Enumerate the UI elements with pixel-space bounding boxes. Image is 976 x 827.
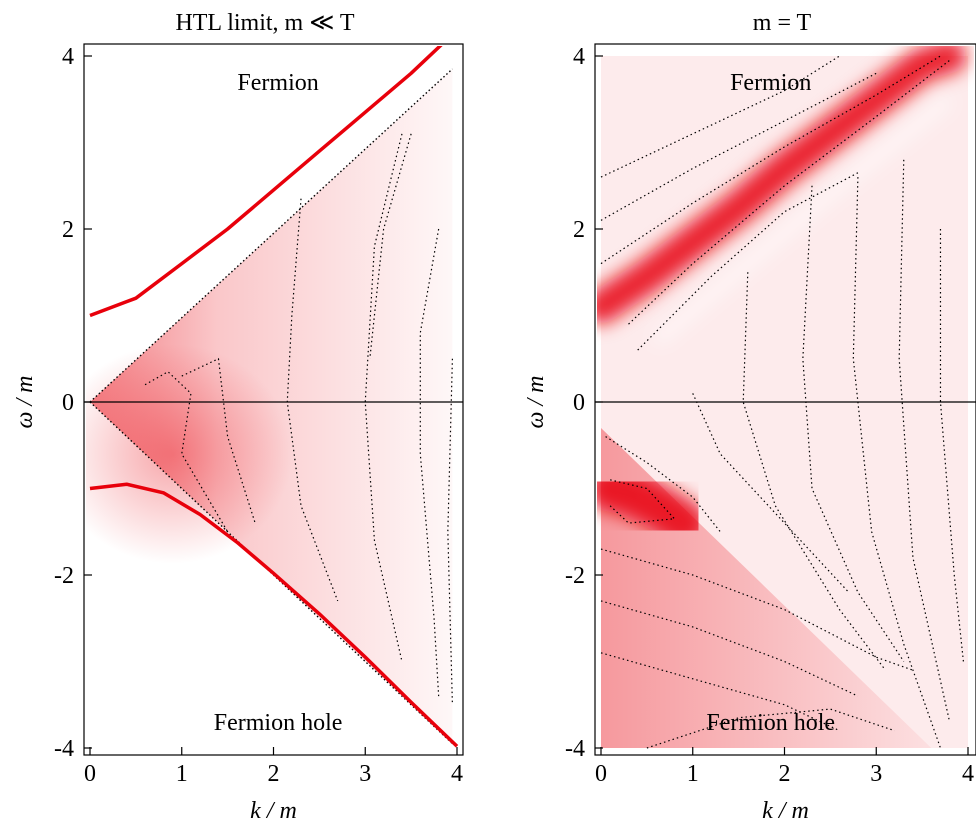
annotation: Fermion hole (214, 710, 343, 736)
panel-1: 0 1 2 3 4 -4 -2 0 2 4 HTL limit, m ≪ T k / m ω / m Fe… (12, 10, 464, 824)
contour-line (600, 55, 840, 178)
y-tick-label: 4 (573, 44, 585, 70)
y-tick-label: -2 (565, 563, 585, 589)
panel-2: 0 1 2 3 4 -4 -2 0 2 4 m = T k / m ω / m Fermion Fermio… (523, 10, 976, 824)
y-tick-label: 2 (62, 217, 74, 243)
annotation: Fermion (237, 70, 318, 96)
contour-line (852, 177, 942, 749)
contour-line (600, 600, 859, 697)
x-tick-label: 1 (176, 761, 188, 787)
x-tick-label: 0 (84, 761, 96, 787)
x-axis-label: k / m (250, 798, 297, 824)
y-tick-label: -4 (54, 736, 74, 762)
contour-line (364, 133, 403, 662)
chart-title: m = T (753, 10, 812, 36)
contour-line (600, 548, 914, 671)
contour-line (939, 229, 965, 662)
dispersion-curve-fermion-hole (89, 482, 459, 748)
x-tick-label: 1 (687, 761, 699, 787)
contour-line (144, 370, 229, 533)
y-tick-label: -2 (54, 563, 74, 589)
y-tick-label: 0 (62, 390, 74, 416)
x-tick-label: 0 (595, 761, 607, 787)
contour-line (605, 436, 721, 533)
y-tick-label: 4 (62, 44, 74, 70)
contour-line (600, 55, 941, 265)
annotation: Fermion (730, 70, 811, 96)
contour-line (692, 393, 850, 593)
spectral-density (86, 46, 459, 748)
contour-line (637, 172, 859, 351)
dispersion-curve-fermion (89, 46, 443, 318)
x-tick-label: 4 (962, 761, 974, 787)
x-axis-label: k / m (762, 798, 809, 824)
ridge-fermion (597, 46, 967, 324)
contour-line (447, 358, 454, 705)
x-tick-label: 2 (268, 761, 280, 787)
y-axis-label: ω / m (12, 376, 38, 429)
contour-line (628, 59, 951, 325)
x-tick-label: 2 (779, 761, 791, 787)
x-tick-label: 3 (359, 761, 371, 787)
y-axis-label: ω / m (523, 376, 549, 429)
contour-line (898, 159, 951, 723)
contour-line (369, 133, 412, 359)
glow (86, 343, 293, 564)
y-tick-label: 2 (573, 217, 585, 243)
y-tick-label: -4 (565, 736, 585, 762)
contour-line (742, 272, 886, 671)
y-tick-label: 0 (573, 390, 585, 416)
annotation: Fermion hole (706, 710, 835, 736)
corridor (652, 95, 953, 346)
plot-frame (594, 43, 976, 756)
x-tick-label: 4 (451, 761, 463, 787)
chart-title: HTL limit, m ≪ T (175, 10, 354, 36)
x-tick-label: 3 (870, 761, 882, 787)
contour-line (600, 652, 840, 732)
